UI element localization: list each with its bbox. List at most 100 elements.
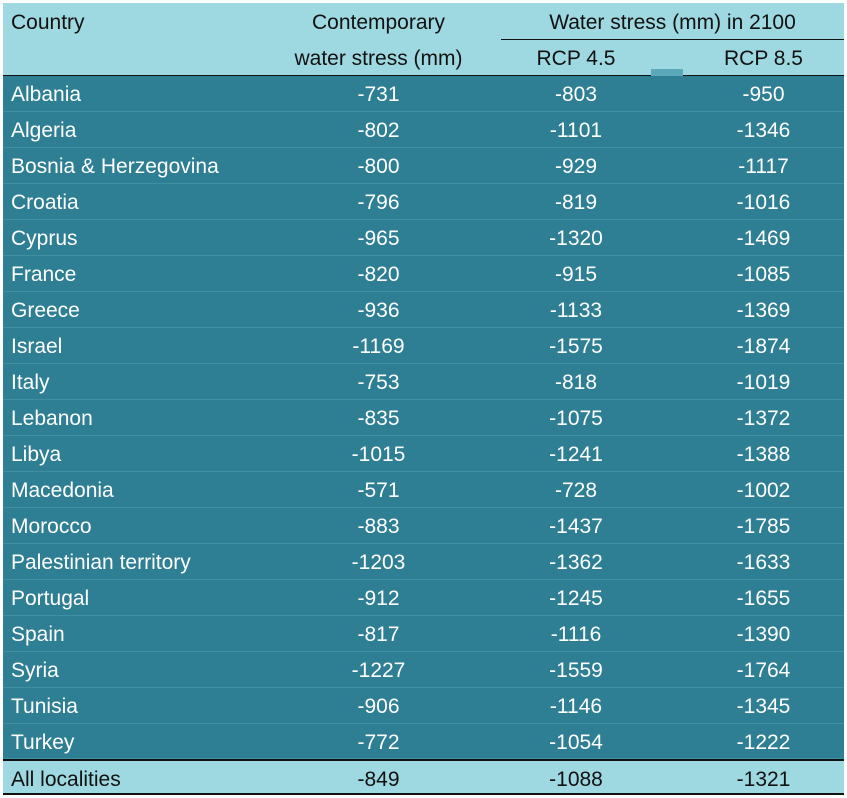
cell-gap xyxy=(651,508,683,544)
cell-country: Bosnia & Herzegovina xyxy=(3,148,256,184)
total-rcp85: -1321 xyxy=(683,761,844,795)
cell-rcp85: -1469 xyxy=(683,220,844,256)
total-bottom-rule xyxy=(3,793,844,795)
cell-contemporary: -906 xyxy=(256,688,501,724)
header-rcp45: RCP 4.5 xyxy=(501,39,651,75)
cell-gap xyxy=(651,400,683,436)
cell-contemporary: -936 xyxy=(256,292,501,328)
cell-country: Portugal xyxy=(3,580,256,616)
cell-country: Lebanon xyxy=(3,400,256,436)
cell-contemporary: -571 xyxy=(256,472,501,508)
cell-rcp45: -1437 xyxy=(501,508,651,544)
cell-contemporary: -820 xyxy=(256,256,501,292)
cell-rcp45: -1559 xyxy=(501,652,651,688)
cell-contemporary: -772 xyxy=(256,724,501,759)
cell-contemporary: -802 xyxy=(256,112,501,148)
cell-contemporary: -1169 xyxy=(256,328,501,364)
cell-contemporary: -835 xyxy=(256,400,501,436)
cell-rcp85: -1346 xyxy=(683,112,844,148)
cell-contemporary: -1203 xyxy=(256,544,501,580)
total-country: All localities xyxy=(3,761,256,795)
total-contemporary: -849 xyxy=(256,761,501,795)
cell-rcp45: -1245 xyxy=(501,580,651,616)
cell-rcp85: -1633 xyxy=(683,544,844,580)
cell-country: Algeria xyxy=(3,112,256,148)
cell-rcp85: -1345 xyxy=(683,688,844,724)
cell-country: Morocco xyxy=(3,508,256,544)
cell-rcp45: -1241 xyxy=(501,436,651,472)
cell-gap xyxy=(651,724,683,759)
cell-rcp85: -1390 xyxy=(683,616,844,652)
cell-country: Palestinian territory xyxy=(3,544,256,580)
cell-contemporary: -912 xyxy=(256,580,501,616)
cell-rcp85: -1019 xyxy=(683,364,844,400)
cell-rcp85: -1785 xyxy=(683,508,844,544)
cell-contemporary: -883 xyxy=(256,508,501,544)
cell-rcp45: -915 xyxy=(501,256,651,292)
cell-rcp45: -1146 xyxy=(501,688,651,724)
cell-gap xyxy=(651,688,683,724)
cell-gap xyxy=(651,76,683,112)
cell-country: Cyprus xyxy=(3,220,256,256)
cell-rcp85: -1655 xyxy=(683,580,844,616)
cell-country: Turkey xyxy=(3,724,256,759)
cell-gap xyxy=(651,148,683,184)
total-rcp45: -1088 xyxy=(501,761,651,795)
cell-country: Italy xyxy=(3,364,256,400)
cell-contemporary: -1227 xyxy=(256,652,501,688)
cell-rcp85: -1372 xyxy=(683,400,844,436)
cell-rcp85: -1117 xyxy=(683,148,844,184)
cell-gap xyxy=(651,652,683,688)
cell-gap xyxy=(651,112,683,148)
cell-rcp45: -1320 xyxy=(501,220,651,256)
cell-rcp85: -1222 xyxy=(683,724,844,759)
cell-rcp45: -1362 xyxy=(501,544,651,580)
cell-rcp85: -1874 xyxy=(683,328,844,364)
cell-contemporary: -817 xyxy=(256,616,501,652)
cell-rcp45: -818 xyxy=(501,364,651,400)
cell-country: Israel xyxy=(3,328,256,364)
cell-gap xyxy=(651,220,683,256)
header-country-spacer xyxy=(3,39,256,75)
total-gap xyxy=(651,761,683,795)
cell-country: Greece xyxy=(3,292,256,328)
total-top-rule xyxy=(3,759,844,761)
cell-country: Syria xyxy=(3,652,256,688)
cell-rcp45: -728 xyxy=(501,472,651,508)
group-header-rule xyxy=(501,39,844,40)
cell-rcp85: -1388 xyxy=(683,436,844,472)
cell-rcp85: -1764 xyxy=(683,652,844,688)
cell-country: Spain xyxy=(3,616,256,652)
cell-contemporary: -1015 xyxy=(256,436,501,472)
cell-country: Macedonia xyxy=(3,472,256,508)
cell-rcp45: -819 xyxy=(501,184,651,220)
cell-gap xyxy=(651,580,683,616)
cell-gap xyxy=(651,472,683,508)
cell-contemporary: -796 xyxy=(256,184,501,220)
cell-gap xyxy=(651,436,683,472)
cell-rcp85: -1016 xyxy=(683,184,844,220)
cell-country: Tunisia xyxy=(3,688,256,724)
water-stress-table: Country Contemporary Water stress (mm) i… xyxy=(3,3,844,795)
cell-gap xyxy=(651,292,683,328)
cell-rcp45: -1133 xyxy=(501,292,651,328)
header-future-group: Water stress (mm) in 2100 xyxy=(501,3,844,39)
header-country: Country xyxy=(3,3,256,39)
header-gap-accent xyxy=(651,69,683,76)
cell-rcp45: -1075 xyxy=(501,400,651,436)
cell-rcp45: -803 xyxy=(501,76,651,112)
cell-gap xyxy=(651,364,683,400)
cell-gap xyxy=(651,544,683,580)
cell-rcp45: -1054 xyxy=(501,724,651,759)
cell-rcp45: -1575 xyxy=(501,328,651,364)
cell-country: France xyxy=(3,256,256,292)
cell-rcp45: -1116 xyxy=(501,616,651,652)
cell-contemporary: -753 xyxy=(256,364,501,400)
cell-gap xyxy=(651,184,683,220)
cell-gap xyxy=(651,328,683,364)
cell-contemporary: -965 xyxy=(256,220,501,256)
cell-rcp45: -1101 xyxy=(501,112,651,148)
cell-rcp85: -1002 xyxy=(683,472,844,508)
header-contemporary-line2: water stress (mm) xyxy=(256,39,501,75)
cell-gap xyxy=(651,256,683,292)
